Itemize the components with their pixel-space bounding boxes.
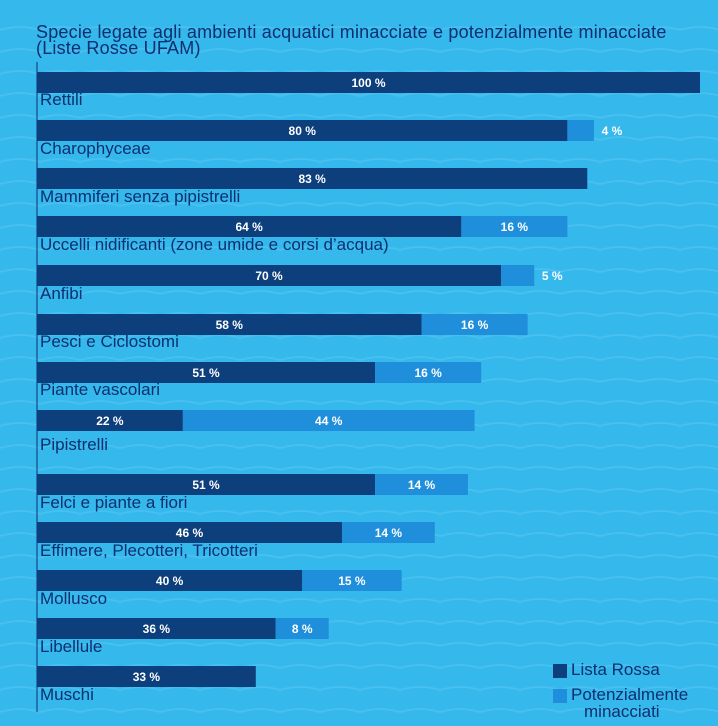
bar-lista-rossa xyxy=(37,474,376,495)
legend-label-potenzialmente-line1: Potenzialmente xyxy=(571,685,689,704)
legend-item-potenzialmente: Potenzialmente minacciati xyxy=(553,686,688,720)
bar-label-potenzialmente: 14 % xyxy=(375,526,403,540)
bar-label-lista-rossa: 46 % xyxy=(176,526,204,540)
wave-line xyxy=(0,598,718,604)
legend-swatch-lista-rossa xyxy=(553,664,567,678)
wave-line xyxy=(0,400,718,406)
wave-line xyxy=(0,202,718,208)
category-label: Felci e piante a fiori xyxy=(40,493,187,512)
bar-lista-rossa xyxy=(37,120,568,141)
bar-potenzialmente xyxy=(375,474,468,495)
bar-lista-rossa xyxy=(37,72,700,93)
bar-label-lista-rossa: 22 % xyxy=(96,414,124,428)
bar-label-lista-rossa: 80 % xyxy=(289,124,317,138)
bar-potenzialmente xyxy=(461,216,568,237)
category-label: Libellule xyxy=(40,637,102,656)
bar-label-lista-rossa: 51 % xyxy=(192,366,220,380)
category-label: Mammiferi senza pipistrelli xyxy=(40,187,240,206)
bar-label-potenzialmente: 44 % xyxy=(315,414,343,428)
bar-lista-rossa xyxy=(37,666,256,687)
category-label: Piante vascolari xyxy=(40,380,160,399)
bar-potenzialmente xyxy=(275,618,329,639)
category-label: Anfibi xyxy=(40,284,83,303)
wave-line xyxy=(0,444,718,450)
bar-potenzialmente xyxy=(375,362,482,383)
bar-label-lista-rossa: 64 % xyxy=(235,220,263,234)
category-label: Uccelli nidificanti (zone umide e corsi … xyxy=(40,235,389,254)
bar-label-lista-rossa: 70 % xyxy=(255,269,283,283)
bar-potenzialmente xyxy=(501,265,535,286)
legend-label-lista-rossa: Lista Rossa xyxy=(571,660,660,679)
legend-label-potenzialmente: Potenzialmente minacciati xyxy=(571,686,688,720)
bar-label-lista-rossa: 36 % xyxy=(143,622,171,636)
bar-label-lista-rossa: 51 % xyxy=(192,478,220,492)
wave-line xyxy=(0,554,718,560)
bar-lista-rossa xyxy=(37,216,462,237)
category-label: Pipistrelli xyxy=(40,435,108,454)
bar-label-lista-rossa: 40 % xyxy=(156,574,184,588)
wave-line xyxy=(0,158,718,164)
bar-label-lista-rossa: 100 % xyxy=(351,76,385,90)
bar-lista-rossa xyxy=(37,265,502,286)
legend-item-lista-rossa: Lista Rossa xyxy=(553,661,660,678)
wave-line xyxy=(0,708,718,714)
wave-line xyxy=(0,642,718,648)
wave-line xyxy=(0,466,718,472)
wave-line xyxy=(0,290,718,296)
bar-lista-rossa xyxy=(37,168,588,189)
legend-swatch-potenzialmente xyxy=(553,689,567,703)
wave-line xyxy=(0,48,718,54)
wave-line xyxy=(0,510,718,516)
bar-label-potenzialmente: 5 % xyxy=(542,269,563,283)
category-label: Charophyceae xyxy=(40,139,151,158)
bar-label-potenzialmente: 4 % xyxy=(602,124,623,138)
bar-lista-rossa xyxy=(37,314,422,335)
bar-label-potenzialmente: 8 % xyxy=(292,622,313,636)
bar-lista-rossa xyxy=(37,410,183,431)
bar-potenzialmente xyxy=(302,570,402,591)
bar-label-lista-rossa: 83 % xyxy=(298,172,326,186)
bar-lista-rossa xyxy=(37,618,276,639)
bar-label-potenzialmente: 15 % xyxy=(338,574,366,588)
bar-potenzialmente xyxy=(421,314,528,335)
bar-lista-rossa xyxy=(37,570,303,591)
wave-line xyxy=(0,356,718,362)
bar-lista-rossa xyxy=(37,362,376,383)
category-label: Muschi xyxy=(40,685,94,704)
bar-label-potenzialmente: 16 % xyxy=(414,366,442,380)
bar-potenzialmente xyxy=(567,120,594,141)
wave-line xyxy=(0,686,718,692)
category-label: Pesci e Ciclostomi xyxy=(40,332,179,351)
wave-line xyxy=(0,246,718,252)
category-label: Rettili xyxy=(40,90,83,109)
wave-line xyxy=(0,92,718,98)
legend-label-potenzialmente-line2: minacciati xyxy=(584,702,660,721)
category-label: Mollusco xyxy=(40,589,107,608)
bar-label-potenzialmente: 16 % xyxy=(501,220,529,234)
bar-label-potenzialmente: 16 % xyxy=(461,318,489,332)
chart-title: Specie legate agli ambienti acquatici mi… xyxy=(36,22,667,58)
bar-lista-rossa xyxy=(37,522,342,543)
bar-potenzialmente xyxy=(182,410,475,431)
wave-line xyxy=(0,114,718,120)
category-label: Effimere, Plecotteri, Tricotteri xyxy=(40,541,258,560)
bar-potenzialmente xyxy=(341,522,435,543)
wave-line xyxy=(0,26,718,32)
bar-label-lista-rossa: 33 % xyxy=(133,670,161,684)
bar-label-potenzialmente: 14 % xyxy=(408,478,436,492)
bar-label-lista-rossa: 58 % xyxy=(216,318,244,332)
wave-line xyxy=(0,334,718,340)
